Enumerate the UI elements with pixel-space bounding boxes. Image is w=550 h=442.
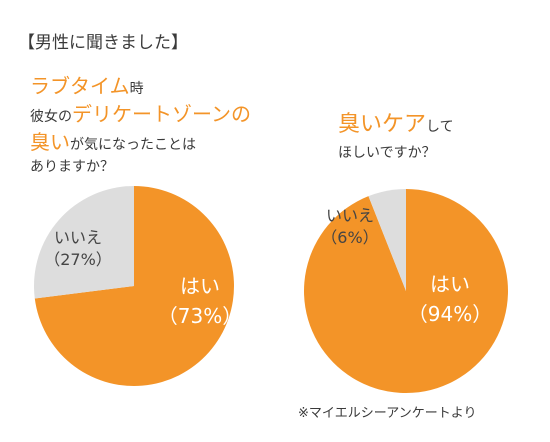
chart2-question-text: して: [426, 119, 454, 135]
chart2-slice-no-percent: （6%）: [321, 228, 378, 247]
chart1-question-line2: 彼女のデリケートゾーンの: [30, 104, 251, 124]
chart1-slice-no-label: いいえ: [54, 228, 102, 247]
chart1-question-line4: ありますか？: [30, 159, 114, 175]
chart1-question-text: 時: [129, 81, 144, 97]
chart1-slice-no-percent: （27%）: [44, 250, 112, 269]
chart1-slice-yes-percent: （73%）: [158, 304, 242, 328]
chart1-question-accent: ラブタイム: [30, 74, 130, 98]
chart1-question-text: が気になったことは: [70, 137, 196, 153]
chart2-slice-no: [368, 189, 406, 291]
chart2-slice-yes-percent: （94%）: [408, 302, 492, 326]
chart1-question-accent: 臭い: [30, 130, 70, 154]
chart1-question-text: 彼女の: [30, 109, 72, 125]
chart1-question-line3: 臭いが気になったことは: [30, 132, 196, 152]
chart1-slice-no: [33, 186, 134, 299]
chart2-question-line1: 臭いケアして: [338, 114, 454, 136]
chart1-question-line1: ラブタイム時: [30, 76, 144, 96]
chart1-question-accent: デリケートゾーンの: [72, 102, 251, 126]
chart2-question-accent: 臭いケア: [338, 112, 427, 137]
source-footnote: ※マイエルシーアンケートより: [298, 406, 477, 421]
chart2-question-line2: ほしいですか？: [338, 145, 436, 161]
chart2-slice-no-label: いいえ: [326, 206, 374, 225]
survey-header: 【男性に聞きました】: [18, 33, 188, 53]
chart2-slice-yes-label: はい: [430, 272, 470, 296]
chart1-slice-yes-label: はい: [180, 274, 220, 298]
chart1-slice-yes: [34, 186, 234, 386]
